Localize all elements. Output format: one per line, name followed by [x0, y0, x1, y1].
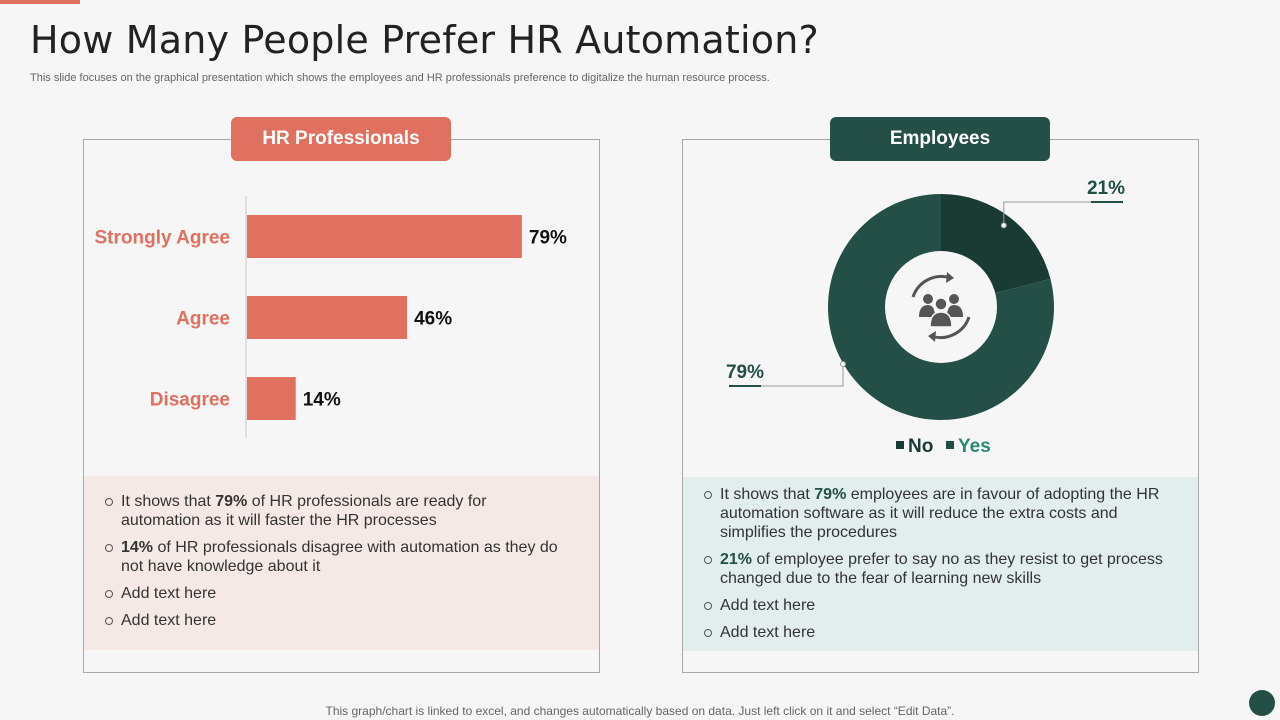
note-text: Add text here [121, 585, 217, 602]
employees-notes: It shows that 79% employees are in favou… [683, 477, 1198, 651]
hr-bar-chart[interactable]: Strongly Agree 79% Agree 46% Disagree 14% [84, 140, 601, 476]
people-cycle-icon [911, 272, 971, 342]
bar[interactable] [247, 377, 296, 420]
bar-value-label: 14% [303, 390, 341, 411]
note-text: of HR professionals are ready for automa… [121, 493, 487, 529]
note-text: It shows that [720, 486, 815, 503]
hr-note: 14% of HR professionals disagree with au… [104, 538, 569, 576]
hr-note: It shows that 79% of HR professionals ar… [104, 492, 569, 530]
note-highlight: 14% [121, 539, 154, 556]
employees-donut-chart[interactable]: 21% 79% No Yes [683, 140, 1200, 476]
legend-label: No [908, 436, 933, 457]
hr-panel: Strongly Agree 79% Agree 46% Disagree 14% It … [83, 139, 600, 673]
hr-note: Add text here [104, 611, 569, 630]
bar-category-label: Disagree [150, 390, 230, 411]
bar-value-label: 79% [529, 228, 567, 249]
legend-swatch [896, 441, 904, 449]
bar[interactable] [247, 215, 522, 258]
note-text: of HR professionals disagree with automa… [121, 539, 558, 575]
bar[interactable] [247, 296, 408, 339]
note-text: Add text here [720, 597, 816, 614]
note-text: employees are in favour of adopting the … [720, 486, 1160, 541]
slide-title: How Many People Prefer HR Automation? [30, 18, 819, 62]
accent-bar [0, 0, 80, 4]
note-text: of employee prefer to say no as they res… [720, 551, 1163, 587]
slice-value-label: 79% [726, 362, 764, 383]
bar-value-label: 46% [414, 309, 452, 330]
employees-note: 21% of employee prefer to say no as they… [703, 550, 1168, 588]
bar-category-label: Strongly Agree [95, 228, 231, 249]
employees-panel: 21% 79% No Yes It shows that 79% employees … [682, 139, 1199, 673]
footer-note: This graph/chart is linked to excel, and… [325, 704, 955, 718]
legend-label: Yes [958, 436, 991, 457]
employees-note: It shows that 79% employees are in favou… [703, 485, 1168, 542]
note-text: Add text here [720, 624, 816, 641]
employees-panel-header: Employees [830, 117, 1050, 161]
bar-category-label: Agree [176, 309, 230, 330]
employees-note: Add text here [703, 623, 1168, 642]
note-highlight: 79% [215, 493, 248, 510]
note-text: Add text here [121, 612, 217, 629]
hr-notes: It shows that 79% of HR professionals ar… [84, 476, 599, 650]
note-text: It shows that [121, 493, 216, 510]
legend-swatch [946, 441, 954, 449]
donut-legend: No Yes [896, 436, 991, 457]
employees-note: Add text here [703, 596, 1168, 615]
slice-callout-yes: 79% [726, 361, 846, 387]
note-highlight: 79% [814, 486, 847, 503]
slice-callout-no: 21% [1000, 178, 1125, 229]
slide-subtitle: This slide focuses on the graphical pres… [30, 72, 770, 84]
hr-note: Add text here [104, 584, 569, 603]
corner-dot [1249, 690, 1275, 716]
slice-value-label: 21% [1087, 178, 1125, 199]
note-highlight: 21% [720, 551, 753, 568]
hr-panel-header: HR Professionals [231, 117, 451, 161]
